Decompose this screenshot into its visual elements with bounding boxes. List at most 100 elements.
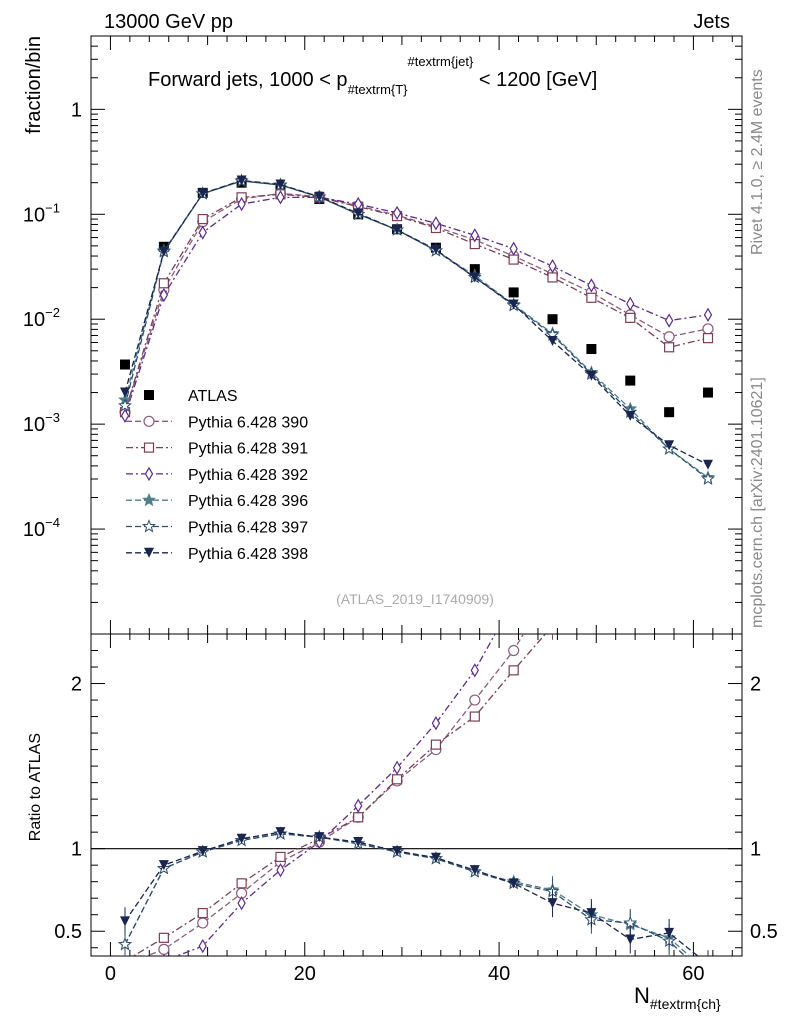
ratio-point-Pythia-6.428-392-4: [276, 862, 285, 878]
ratio-point-Pythia-6.428-391-4: [275, 851, 286, 863]
data-point-Pythia-6.428-390-15: [702, 323, 714, 335]
ratio-point-Pythia-6.428-391-6: [353, 812, 364, 823]
ratio-point-Pythia-6.428-391-10: [508, 665, 519, 676]
main-axes: 1 10−1 10−2 10−3 10−4: [23, 35, 742, 635]
ratio-point-Pythia-6.428-392-8: [431, 715, 441, 731]
data-point-Pythia-6.428-391-14: [664, 342, 675, 353]
header-right: Jets: [693, 11, 730, 33]
ratio-point-Pythia-6.428-398-2: [197, 846, 208, 857]
ratio-line-Pythia-6.428-398: [124, 831, 699, 956]
ratio-point-Pythia-6.428-391-3: [236, 878, 247, 889]
ratio-point-Pythia-6.428-391-7: [391, 774, 403, 785]
ratio-xtick-label: 20: [294, 963, 316, 985]
data-point-Pythia-6.428-392-13: [626, 296, 635, 312]
ratio-xtick-label: 0: [105, 963, 116, 985]
series-line-Pythia-6.428-398: [124, 179, 709, 466]
data-point-Pythia-6.428-398-4: [275, 179, 286, 190]
ratio-point-Pythia-6.428-390-0: [120, 959, 130, 969]
legend-marker: [143, 415, 155, 427]
data-point-Pythia-6.428-398-5: [314, 191, 325, 202]
ratio-xtick-label: 40: [488, 963, 510, 985]
ratio-point-Pythia-6.428-390-11: [548, 579, 558, 589]
data-point-Pythia-6.428-398-7: [392, 224, 403, 235]
main-ytick-label: 1: [71, 99, 82, 121]
main-plot-frame: [90, 35, 743, 635]
ratio-xlabel: N#textrm{ch}: [634, 983, 721, 1012]
data-point-Pythia-6.428-392-2: [198, 225, 207, 240]
ratio-point-Pythia-6.428-392-0: [122, 962, 129, 974]
main-series-group: [118, 173, 715, 486]
ratio-point-Pythia-6.428-391-1: [158, 932, 169, 943]
mcplots-label: mcplots.cern.ch [arXiv:2401.10621]: [749, 377, 766, 628]
data-point-Pythia-6.428-391-1: [158, 278, 169, 289]
data-point-Pythia-6.428-398-14: [664, 440, 675, 451]
legend-marker: [144, 466, 154, 482]
ratio-point-Pythia-6.428-398-6: [353, 837, 364, 848]
series-line-Pythia-6.428-391: [124, 193, 709, 413]
ratio-point-Pythia-6.428-392-10: [510, 595, 517, 607]
main-ylabel: fraction/bin: [23, 36, 45, 134]
ratio-point-Pythia-6.428-398-8: [430, 852, 441, 863]
data-point-Pythia-6.428-391-2: [197, 213, 208, 225]
ratio-axes: 0 20 40 60 0.5 0.5 1 1 2 2: [54, 634, 778, 985]
ratio-line-Pythia-6.428-397: [124, 833, 686, 956]
main-ytick-label: 10−1: [23, 200, 60, 226]
ratio-point-Pythia-6.428-398-0: [120, 916, 131, 927]
ratio-point-Pythia-6.428-398-11: [547, 898, 558, 909]
main-ytick-label: 10−4: [23, 515, 60, 541]
data-point-Pythia-6.428-398-15: [702, 459, 713, 470]
data-point-Pythia-6.428-392-4: [276, 190, 285, 205]
legend-label: Pythia 6.428 392: [188, 467, 308, 484]
legend-marker: [144, 390, 154, 400]
ratio-point-Pythia-6.428-391-2: [197, 907, 208, 919]
data-point-Pythia-6.428-392-12: [587, 278, 596, 293]
legend-marker: [144, 547, 154, 558]
ratio-point-Pythia-6.428-390-10: [508, 644, 520, 657]
ratio-point-Pythia-6.428-392-9: [470, 663, 479, 678]
ratio-point-Pythia-6.428-398-7: [392, 846, 403, 857]
data-point-Pythia-6.428-398-3: [236, 175, 247, 186]
ratio-point-Pythia-6.428-391-9: [469, 711, 480, 722]
legend-label: Pythia 6.428 396: [188, 493, 308, 510]
ratio-point-Pythia-6.428-398-4: [275, 827, 286, 838]
ratio-point-Pythia-6.428-398-9: [469, 865, 480, 876]
data-point-ATLAS-14: [664, 407, 675, 418]
data-point-Pythia-6.428-391-15: [702, 333, 714, 344]
legend-marker: [142, 492, 156, 507]
data-point-Pythia-6.428-392-9: [470, 228, 479, 243]
rivet-label: Rivet 4.1.0, ≥ 2.4M events: [749, 69, 766, 255]
data-point-Pythia-6.428-392-11: [548, 259, 557, 274]
data-point-Pythia-6.428-392-14: [664, 313, 674, 328]
legend-label: Pythia 6.428 390: [188, 414, 308, 431]
ratio-ytick-label: 2: [71, 674, 82, 696]
ratio-ytick-label-right: 2: [750, 674, 761, 696]
data-point-Pythia-6.428-392-8: [431, 216, 441, 231]
ratio-point-Pythia-6.428-398-13: [625, 934, 636, 945]
ratio-point-Pythia-6.428-390-1: [158, 943, 170, 955]
ratio-point-Pythia-6.428-398-3: [236, 833, 247, 844]
ratio-ytick-label-right: 1: [750, 839, 761, 861]
ratio-ylabel: Ratio to ATLAS: [27, 733, 44, 841]
data-point-Pythia-6.428-398-11: [547, 335, 558, 346]
legend-marker: [142, 519, 156, 533]
data-point-Pythia-6.428-392-10: [509, 241, 518, 256]
series-line-Pythia-6.428-392: [124, 196, 709, 417]
main-ytick-label: 10−2: [23, 305, 60, 331]
data-point-ATLAS-0: [120, 359, 131, 370]
ratio-line-Pythia-6.428-392: [175, 634, 496, 956]
series-line-Pythia-6.428-390: [124, 192, 709, 413]
data-point-Pythia-6.428-391-12: [586, 292, 597, 303]
legend-label: ATLAS: [188, 388, 238, 405]
ratio-point-Pythia-6.428-392-1: [162, 953, 166, 956]
ratio-point-Pythia-6.428-390-9: [469, 694, 481, 706]
analysis-watermark: (ATLAS_2019_I1740909): [336, 591, 494, 607]
ratio-line-Pythia-6.428-390: [144, 634, 525, 956]
ratio-point-Pythia-6.428-398-14: [664, 927, 675, 938]
data-point-ATLAS-10: [508, 287, 519, 298]
ratio-point-Pythia-6.428-391-11: [548, 621, 557, 630]
ratio-point-Pythia-6.428-391-8: [430, 739, 442, 750]
data-point-Pythia-6.428-398-8: [430, 244, 441, 255]
legend: ATLAS Pythia 6.428 390 Pythia 6.428 391 Pyt…: [126, 388, 308, 563]
legend-label: Pythia 6.428 391: [188, 441, 308, 458]
